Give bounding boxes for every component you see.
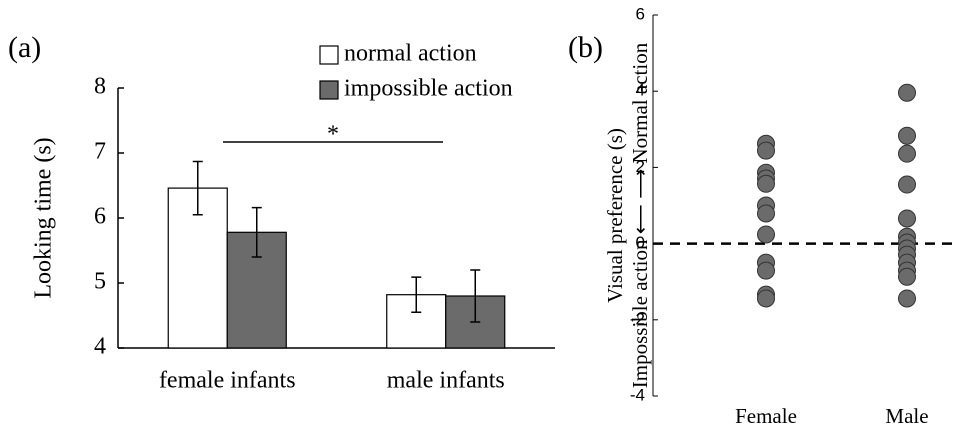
- x-tick-label: Male: [885, 404, 928, 428]
- panel-label: (b): [568, 31, 603, 64]
- y-axis-label: Impossible action ⟵ ⟶ Normal action: [628, 42, 652, 388]
- error-bar: [411, 276, 422, 313]
- y-tick-label: 4: [94, 334, 106, 360]
- y-axis-label: Visual preference (s): [603, 128, 627, 303]
- y-tick-label: -4: [630, 385, 645, 404]
- point: [898, 175, 916, 194]
- point: [757, 204, 775, 223]
- panel-label: (a): [8, 31, 41, 64]
- x-tick-label: female infants: [159, 368, 296, 394]
- y-tick-label: 2: [636, 157, 645, 176]
- point: [898, 267, 916, 286]
- legend-label: normal action: [344, 41, 477, 67]
- y-tick-label: -2: [630, 309, 645, 328]
- error-bar: [470, 269, 481, 323]
- point: [898, 209, 916, 228]
- x-tick-label: male infants: [387, 368, 505, 394]
- point: [898, 83, 916, 102]
- y-axis-label: Looking time (s): [31, 137, 57, 298]
- legend-label: impossible action: [344, 76, 513, 102]
- y-tick-label: 4: [636, 81, 645, 100]
- y-tick-label: 5: [94, 269, 106, 295]
- point: [757, 289, 775, 308]
- legend-swatch: [319, 45, 339, 65]
- legend-swatch: [319, 80, 339, 100]
- y-tick-label: 6: [636, 4, 645, 23]
- point: [898, 289, 916, 308]
- point: [757, 225, 775, 244]
- error-bar: [251, 206, 262, 258]
- y-tick-label: 6: [94, 204, 106, 230]
- point: [757, 141, 775, 160]
- significance-label: *: [327, 121, 339, 147]
- point: [757, 261, 775, 280]
- point: [757, 174, 775, 193]
- y-tick-label: 7: [94, 139, 106, 165]
- point: [898, 126, 916, 145]
- y-tick-label: 0: [636, 233, 645, 252]
- point: [898, 144, 916, 163]
- error-bar: [192, 160, 203, 216]
- x-tick-label: Female: [735, 404, 797, 428]
- y-tick-label: 8: [94, 74, 106, 100]
